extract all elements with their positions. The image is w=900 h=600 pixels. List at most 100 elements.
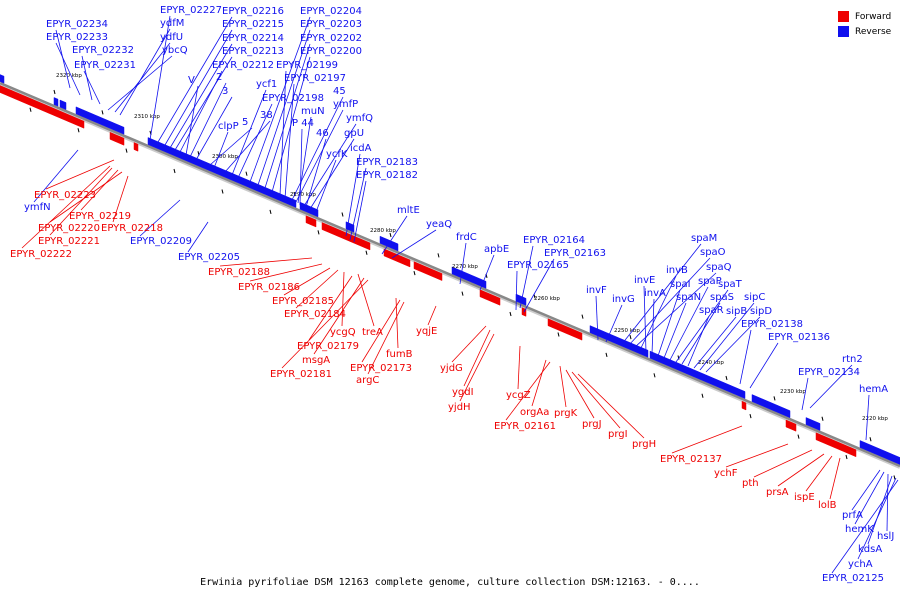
reverse-gene-label[interactable]: EPYR_02134 xyxy=(798,367,860,378)
forward-gene-label[interactable]: orgAa xyxy=(520,407,549,418)
reverse-gene-label[interactable]: spaQ xyxy=(706,262,732,273)
forward-gene-label[interactable]: EPYR_02161 xyxy=(494,421,556,432)
forward-gene-label[interactable]: EPYR_02181 xyxy=(270,369,332,380)
reverse-gene-label[interactable]: sipD xyxy=(750,306,772,317)
reverse-gene-label[interactable]: muN xyxy=(301,106,325,117)
reverse-gene-block[interactable] xyxy=(805,417,821,431)
forward-gene-label[interactable]: ispE xyxy=(794,492,815,503)
forward-gene-label[interactable]: EPYR_02137 xyxy=(660,454,722,465)
reverse-gene-label[interactable]: EPYR_02136 xyxy=(768,332,830,343)
reverse-gene-label[interactable]: EPYR_02227 xyxy=(160,5,222,16)
reverse-gene-label[interactable]: P 44 xyxy=(292,118,314,129)
forward-gene-block[interactable] xyxy=(0,85,85,129)
reverse-gene-label[interactable]: 3 xyxy=(222,86,228,97)
reverse-gene-label[interactable]: ychA xyxy=(848,559,873,570)
reverse-gene-label[interactable]: hslJ xyxy=(877,531,894,542)
reverse-gene-label[interactable]: EPYR_02165 xyxy=(507,260,569,271)
reverse-gene-label[interactable]: EPYR_02163 xyxy=(544,248,606,259)
forward-gene-label[interactable]: fumB xyxy=(386,349,413,360)
forward-gene-label[interactable]: argC xyxy=(356,375,379,386)
reverse-gene-label[interactable]: icdA xyxy=(350,143,372,154)
reverse-gene-label[interactable]: EPYR_02234 xyxy=(46,19,108,30)
reverse-gene-label[interactable]: EPYR_02203 xyxy=(300,19,362,30)
legend-forward[interactable]: Forward xyxy=(838,9,891,24)
forward-gene-block[interactable] xyxy=(305,215,317,228)
forward-gene-label[interactable]: prgK xyxy=(554,408,578,419)
forward-gene-block[interactable] xyxy=(547,318,583,341)
forward-gene-label[interactable]: prsA xyxy=(766,487,789,498)
reverse-gene-label[interactable]: ycf1 xyxy=(256,79,277,90)
forward-gene-label[interactable]: ycgQ xyxy=(330,327,356,338)
forward-gene-label[interactable]: EPYR_02186 xyxy=(238,282,300,293)
reverse-gene-label[interactable]: EPYR_02202 xyxy=(300,33,362,44)
reverse-gene-label[interactable]: invG xyxy=(612,294,635,305)
reverse-gene-block[interactable] xyxy=(649,350,746,399)
reverse-gene-label[interactable]: 45 xyxy=(333,86,346,97)
reverse-gene-label[interactable]: ybcQ xyxy=(162,45,188,56)
reverse-gene-block[interactable] xyxy=(75,106,125,135)
forward-gene-label[interactable]: EPYR_02184 xyxy=(284,309,346,320)
forward-gene-label[interactable]: prgJ xyxy=(582,419,602,430)
reverse-gene-block[interactable] xyxy=(59,99,67,110)
reverse-gene-label[interactable]: EPYR_02125 xyxy=(822,573,884,584)
reverse-gene-label[interactable]: hemA xyxy=(859,384,888,395)
reverse-gene-label[interactable]: sipC xyxy=(744,292,765,303)
reverse-gene-label[interactable]: rtn2 xyxy=(842,354,863,365)
reverse-gene-block[interactable] xyxy=(589,325,649,358)
forward-gene-label[interactable]: EPYR_02173 xyxy=(350,363,412,374)
reverse-gene-label[interactable]: V xyxy=(188,75,195,86)
forward-gene-label[interactable]: msgA xyxy=(302,355,330,366)
forward-gene-label[interactable]: pth xyxy=(742,478,759,489)
reverse-gene-label[interactable]: EPYR_02205 xyxy=(178,252,240,263)
reverse-gene-label[interactable]: EPYR_02214 xyxy=(222,33,284,44)
reverse-gene-label[interactable]: spaN xyxy=(676,292,701,303)
reverse-gene-label[interactable]: EPYR_02199 xyxy=(276,60,338,71)
reverse-gene-block[interactable] xyxy=(0,74,5,84)
forward-gene-label[interactable]: yqjE xyxy=(416,326,437,337)
reverse-gene-block[interactable] xyxy=(147,137,297,208)
reverse-gene-label[interactable]: hemK xyxy=(845,524,874,535)
reverse-gene-label[interactable]: EPYR_02164 xyxy=(523,235,585,246)
reverse-gene-block[interactable] xyxy=(751,394,791,419)
reverse-gene-label[interactable]: gpU xyxy=(344,128,364,139)
forward-gene-block[interactable] xyxy=(109,131,125,146)
forward-gene-label[interactable]: EPYR_02221 xyxy=(38,236,100,247)
forward-gene-label[interactable]: treA xyxy=(362,327,383,338)
forward-gene-label[interactable]: lolB xyxy=(818,500,837,511)
reverse-gene-label[interactable]: spaM xyxy=(691,233,717,244)
reverse-gene-label[interactable]: EPYR_02138 xyxy=(741,319,803,330)
reverse-gene-label[interactable]: spaP xyxy=(698,276,722,287)
forward-gene-block[interactable] xyxy=(321,222,371,251)
forward-gene-label[interactable]: EPYR_02218 xyxy=(101,223,163,234)
reverse-gene-label[interactable]: 5 xyxy=(242,117,248,128)
reverse-gene-label[interactable]: EPYR_02231 xyxy=(74,60,136,71)
reverse-gene-label[interactable]: kdsA xyxy=(858,544,882,555)
forward-gene-block[interactable] xyxy=(479,289,501,306)
reverse-gene-label[interactable]: ymfN xyxy=(24,202,51,213)
reverse-gene-label[interactable]: invF xyxy=(586,285,607,296)
reverse-gene-label[interactable]: invE xyxy=(634,275,655,286)
forward-gene-block[interactable] xyxy=(413,261,443,281)
forward-gene-label[interactable]: EPYR_02220 xyxy=(38,223,100,234)
reverse-gene-label[interactable]: invB xyxy=(666,265,688,276)
reverse-gene-label[interactable]: spaR xyxy=(699,305,724,316)
reverse-gene-label[interactable]: EPYR_02215 xyxy=(222,19,284,30)
reverse-gene-label[interactable]: EPYR_02204 xyxy=(300,6,362,17)
reverse-gene-label[interactable]: 46 xyxy=(316,128,329,139)
reverse-gene-label[interactable]: sipB xyxy=(726,306,747,317)
reverse-gene-label[interactable]: EPYR_02209 xyxy=(130,236,192,247)
reverse-gene-label[interactable]: EPYR_02182 xyxy=(356,170,418,181)
reverse-gene-label[interactable]: prfA xyxy=(842,510,863,521)
forward-gene-block[interactable] xyxy=(815,432,857,458)
forward-gene-label[interactable]: ygdI xyxy=(452,387,474,398)
reverse-gene-label[interactable]: spaI xyxy=(670,279,691,290)
reverse-gene-label[interactable]: ydfU xyxy=(160,32,183,43)
forward-gene-label[interactable]: yjdH xyxy=(448,402,471,413)
reverse-gene-label[interactable]: EPYR_02197 xyxy=(284,73,346,84)
forward-gene-label[interactable]: EPYR_02188 xyxy=(208,267,270,278)
reverse-gene-label[interactable]: EPYR_02200 xyxy=(300,46,362,57)
reverse-gene-label[interactable]: 2 xyxy=(216,72,222,83)
reverse-gene-label[interactable]: spaO xyxy=(700,247,726,258)
reverse-gene-label[interactable]: spaS xyxy=(710,292,734,303)
